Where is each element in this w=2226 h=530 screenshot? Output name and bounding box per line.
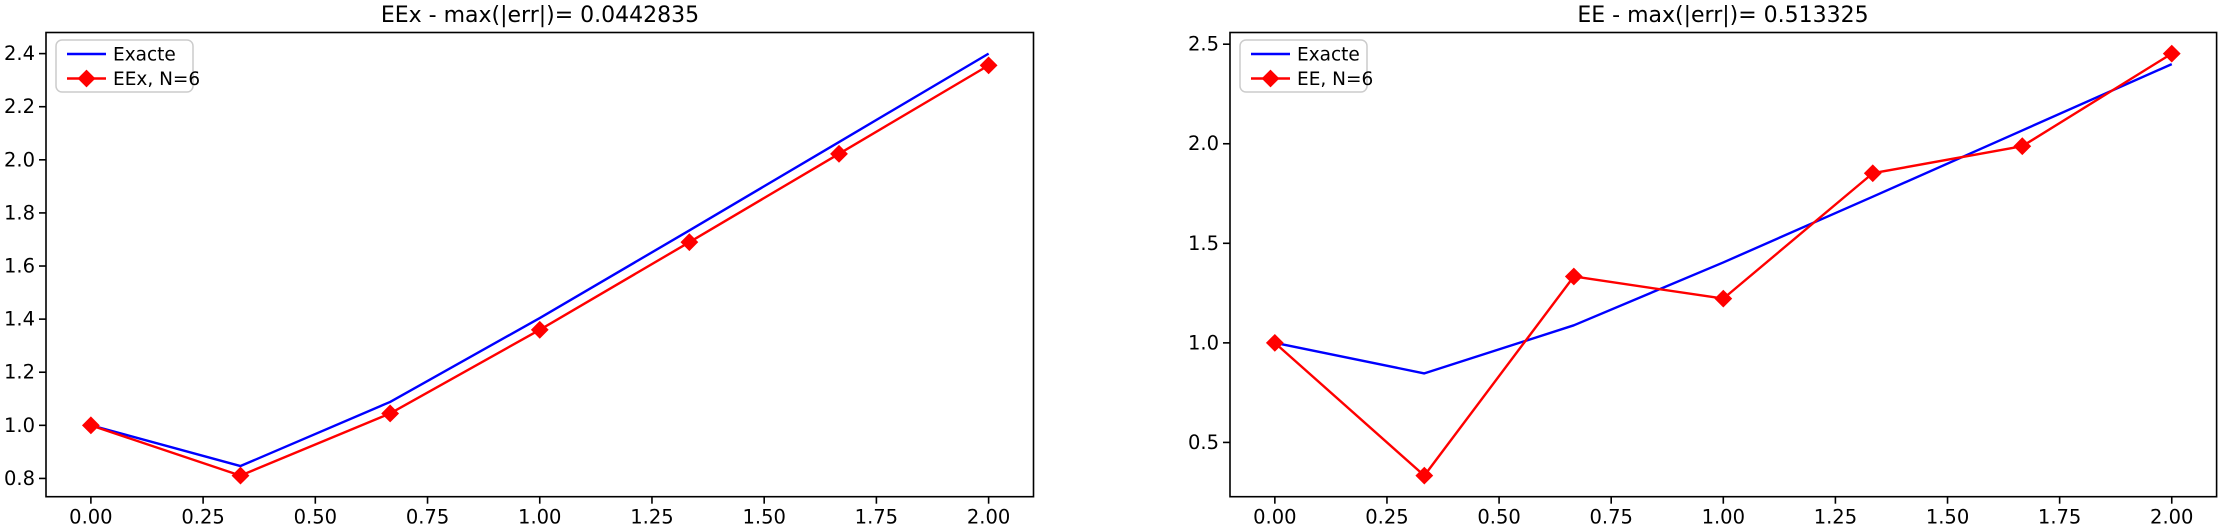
y-tick-label: 1.0 xyxy=(4,414,35,437)
y-tick-label: 1.0 xyxy=(1188,331,1219,354)
legend-entry-label: Exacte xyxy=(1297,44,1360,65)
y-tick-label: 1.6 xyxy=(4,255,35,278)
y-tick-label: 1.8 xyxy=(4,201,35,224)
x-tick-label: 1.00 xyxy=(518,506,561,529)
data-point-marker xyxy=(381,404,400,423)
x-tick-label: 0.50 xyxy=(1477,506,1520,529)
data-point-marker xyxy=(1415,466,1434,485)
x-tick-label: 1.75 xyxy=(855,506,898,529)
x-tick-label: 1.00 xyxy=(1702,506,1745,529)
x-tick-label: 0.75 xyxy=(406,506,449,529)
data-point-marker xyxy=(2013,137,2032,156)
x-tick-label: 1.25 xyxy=(1814,506,1857,529)
y-tick-label: 2.0 xyxy=(4,148,35,171)
data-point-marker xyxy=(1714,289,1733,308)
data-point-marker xyxy=(81,416,100,435)
y-tick-label: 2.2 xyxy=(4,95,35,118)
legend-entry-label: EEx, N=6 xyxy=(113,69,200,90)
data-point-marker xyxy=(1863,164,1882,183)
data-point-marker xyxy=(830,144,848,163)
plot-title: EE - max(|err|)= 0.513325 xyxy=(1577,3,1868,28)
ee-plot: EE - max(|err|)= 0.513325 0.00 0.25 0.50 0.… xyxy=(1188,3,2218,529)
y-tick-label: 0.5 xyxy=(1188,431,1219,454)
x-tick-label: 0.75 xyxy=(1589,506,1632,529)
data-point-marker xyxy=(1564,267,1583,286)
data-point-marker xyxy=(530,320,549,339)
x-tick-label: 0.25 xyxy=(1365,506,1408,529)
legend-marker xyxy=(77,69,96,88)
x-tick-label: 2.00 xyxy=(967,506,1010,529)
x-tick-label: 1.75 xyxy=(2038,506,2081,529)
series-line-eex-n-6 xyxy=(90,64,990,477)
y-tick-label: 1.4 xyxy=(4,308,35,331)
data-point-marker xyxy=(1265,333,1284,352)
x-tick-label: 1.50 xyxy=(1926,506,1969,529)
y-tick-label: 2.0 xyxy=(1188,132,1219,155)
y-tick-label: 2.5 xyxy=(1188,33,1219,56)
eex-plot: EEx - max(|err|)= 0.0442835 0.00 0.25 0.50… xyxy=(4,3,1035,529)
legend-entry-label: EE, N=6 xyxy=(1297,69,1373,90)
axes-frame xyxy=(45,31,1035,498)
y-tick-label: 1.2 xyxy=(4,361,35,384)
series-line-exacte xyxy=(90,52,990,468)
data-point-marker xyxy=(231,466,250,485)
legend-entry-label: Exacte xyxy=(113,44,176,65)
y-tick-label: 0.8 xyxy=(4,467,35,490)
x-tick-label: 0.00 xyxy=(69,506,112,529)
data-point-marker xyxy=(680,233,699,252)
plot-title: EEx - max(|err|)= 0.0442835 xyxy=(381,3,699,28)
data-point-marker xyxy=(979,56,998,75)
data-point-marker xyxy=(2162,44,2181,63)
y-tick-label: 2.4 xyxy=(4,42,35,65)
x-tick-label: 0.00 xyxy=(1253,506,1296,529)
axes-frame xyxy=(1229,31,2218,498)
x-tick-label: 1.50 xyxy=(742,506,785,529)
x-tick-label: 0.25 xyxy=(181,506,224,529)
x-tick-label: 0.50 xyxy=(294,506,337,529)
x-tick-label: 1.25 xyxy=(630,506,673,529)
legend-marker xyxy=(1261,69,1280,88)
y-tick-label: 1.5 xyxy=(1188,232,1219,255)
x-tick-label: 2.00 xyxy=(2150,506,2193,529)
series-line-exacte xyxy=(1274,63,2173,375)
series-line-ee-n-6 xyxy=(1274,52,2173,477)
